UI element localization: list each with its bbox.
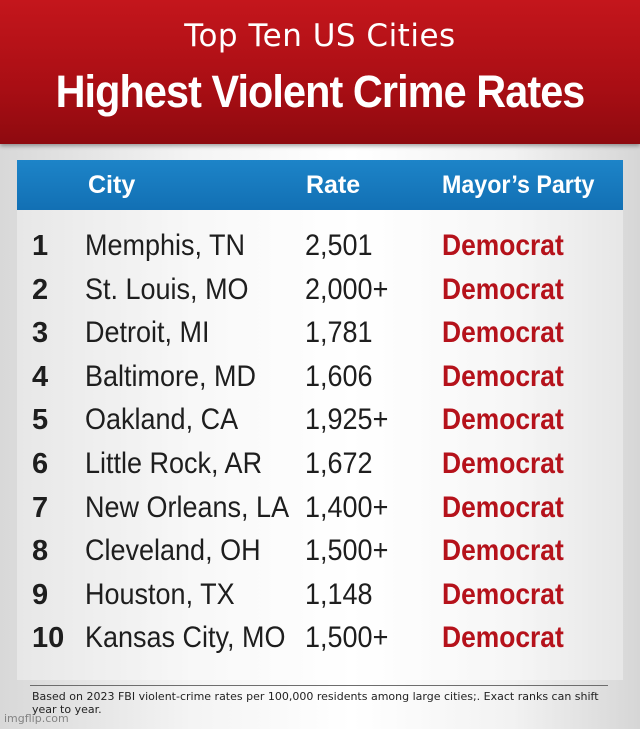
rank-cell: 6 — [32, 447, 49, 480]
city-cell: New Orleans, LA — [85, 490, 290, 524]
city-cell: Cleveland, OH — [85, 534, 261, 568]
city-cell: Oakland, CA — [85, 403, 239, 437]
city-cell: Detroit, MI — [85, 316, 210, 350]
party-cell: Democrat — [442, 490, 564, 524]
party-cell: Democrat — [442, 534, 564, 568]
rate-cell: 1,606 — [305, 359, 373, 393]
table-row: 1 Memphis, TN 2,501 Democrat — [17, 228, 623, 272]
rate-cell: 1,672 — [305, 446, 373, 480]
city-cell: Little Rock, AR — [85, 446, 263, 480]
table-row: 2 St. Louis, MO 2,000+ Democrat — [17, 272, 623, 316]
table-row: 6 Little Rock, AR 1,672 Democrat — [17, 446, 623, 490]
rank-cell: 8 — [32, 535, 49, 568]
rank-cell: 5 — [32, 404, 49, 437]
rate-cell: 1,500+ — [305, 621, 389, 655]
rate-cell: 1,925+ — [305, 403, 389, 437]
table-row: 8 Cleveland, OH 1,500+ Democrat — [17, 533, 623, 577]
table-row: 7 New Orleans, LA 1,400+ Democrat — [17, 490, 623, 534]
footnote: Based on 2023 FBI violent-crime rates pe… — [32, 690, 599, 716]
site-watermark: imgflip.com — [4, 712, 69, 725]
city-cell: St. Louis, MO — [85, 272, 249, 306]
rate-cell: 1,500+ — [305, 534, 389, 568]
rate-cell: 2,000+ — [305, 272, 389, 306]
banner-title: Highest Violent Crime Rates — [55, 66, 586, 117]
party-cell: Democrat — [442, 316, 564, 350]
table-row: 5 Oakland, CA 1,925+ Democrat — [17, 402, 623, 446]
city-cell: Memphis, TN — [85, 229, 246, 262]
table-row: 3 Detroit, MI 1,781 Democrat — [17, 315, 623, 359]
rank-cell: 10 — [32, 622, 65, 655]
table-header: City Rate Mayor’s Party — [17, 160, 623, 210]
rate-cell: 1,781 — [305, 316, 373, 350]
rate-cell: 1,148 — [305, 577, 373, 611]
rank-cell: 4 — [32, 360, 49, 393]
rank-cell: 9 — [32, 578, 49, 611]
rank-cell: 2 — [32, 273, 49, 306]
party-cell: Democrat — [442, 229, 564, 262]
column-header-city: City — [88, 171, 136, 199]
footnote-divider — [30, 685, 608, 686]
party-cell: Democrat — [442, 272, 564, 306]
table-row: 10 Kansas City, MO 1,500+ Democrat — [17, 620, 623, 664]
rate-cell: 2,501 — [305, 229, 373, 262]
column-header-party: Mayor’s Party — [442, 171, 595, 199]
party-cell: Democrat — [442, 403, 564, 437]
column-header-rate: Rate — [306, 171, 361, 199]
rank-cell: 1 — [32, 230, 49, 262]
table-row: 4 Baltimore, MD 1,606 Democrat — [17, 359, 623, 403]
party-cell: Democrat — [442, 446, 564, 480]
banner-subtitle: Top Ten US Cities — [184, 18, 456, 54]
table-body: 1 Memphis, TN 2,501 Democrat 2 St. Louis… — [17, 228, 623, 664]
city-cell: Kansas City, MO — [85, 621, 286, 655]
party-cell: Democrat — [442, 577, 564, 611]
rank-cell: 3 — [32, 317, 49, 350]
party-cell: Democrat — [442, 621, 564, 655]
rank-cell: 7 — [32, 491, 49, 524]
city-cell: Baltimore, MD — [85, 359, 257, 393]
party-cell: Democrat — [442, 359, 564, 393]
table-row: 9 Houston, TX 1,148 Democrat — [17, 577, 623, 621]
crime-table: City Rate Mayor’s Party 1 Memphis, TN 2,… — [17, 160, 623, 680]
city-cell: Houston, TX — [85, 577, 235, 611]
rate-cell: 1,400+ — [305, 490, 389, 524]
title-banner: Top Ten US Cities Highest Violent Crime … — [0, 0, 640, 144]
